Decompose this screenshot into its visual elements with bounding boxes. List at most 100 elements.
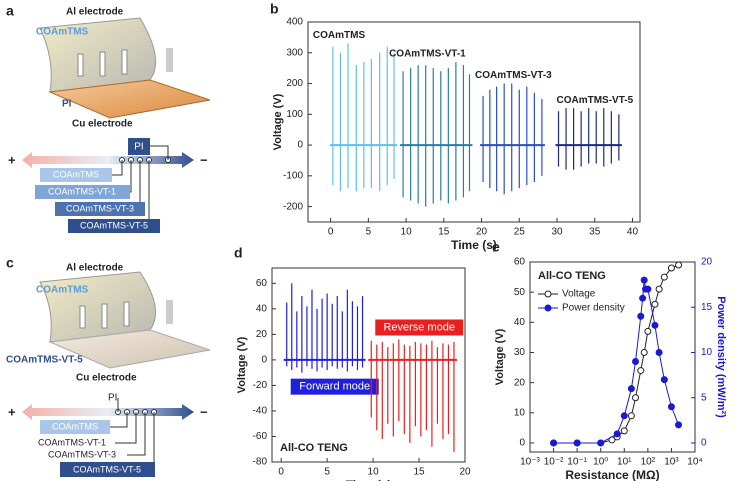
marker (632, 358, 640, 366)
series-line (553, 264, 679, 444)
marker (620, 427, 628, 435)
marker (644, 285, 652, 293)
y-tick-label: -40 (253, 406, 268, 417)
y-tick-label: 30 (514, 347, 526, 358)
x-tick-label: 10 (401, 227, 413, 238)
x-tick-label: 10³ (664, 457, 679, 468)
y-axis-label: Voltage (V) (272, 93, 284, 150)
minus-sign: − (200, 152, 208, 167)
y-tick-label: 0 (297, 140, 303, 151)
y-tick-label: 200 (286, 78, 303, 89)
label-box (60, 462, 155, 477)
electrode-label: Cu electrode (72, 119, 133, 130)
x-tick-label: 40 (627, 227, 639, 238)
x-tick-label: 30 (551, 227, 563, 238)
electrode-label: Al electrode (66, 263, 124, 274)
x-tick-label: 10 (368, 467, 380, 478)
marker (597, 439, 605, 447)
label-box (40, 420, 110, 434)
plus-sign: + (8, 152, 16, 167)
series-label: Forward mode (299, 381, 370, 393)
device-c (39, 271, 211, 369)
x-tick-label: 10¹ (617, 457, 632, 468)
y2-tick-label: 5 (701, 392, 707, 403)
y-axis-label: Voltage (V) (494, 328, 506, 385)
x-axis-label: Time (s) (346, 478, 392, 481)
y-tick-label: 40 (514, 317, 526, 328)
x-tick-label: 0 (328, 227, 334, 238)
legend-marker (544, 290, 552, 298)
marker (627, 412, 635, 420)
triboelectric-arrow (22, 404, 194, 420)
electrode-label: Cu electrode (76, 373, 137, 384)
panel-label: b (270, 1, 279, 17)
x-tick-label: 0 (278, 467, 284, 478)
series-label: COAmTMS-VT-5 (73, 464, 141, 474)
label-box (55, 202, 145, 216)
series-label: COAmTMS-VT-3 (48, 449, 116, 459)
panel-label: a (6, 3, 14, 19)
series-label: COAmTMS-VT-1 (389, 49, 466, 60)
y-tick-label: 10 (514, 407, 526, 418)
marker (667, 264, 675, 272)
y2-tick-label: 0 (701, 438, 707, 449)
marker (655, 285, 663, 293)
marker (651, 321, 659, 329)
x-tick-label: 15 (413, 467, 425, 478)
chart-title: All-CO TENG (280, 442, 348, 454)
y-tick-label: 0 (261, 355, 267, 366)
series-label: COAmTMS-VT-5 (557, 95, 634, 106)
series-label: COAmTMS-VT-1 (48, 186, 116, 196)
marker (660, 376, 668, 384)
marker (640, 348, 648, 356)
x-tick-label: 10⁰ (593, 457, 608, 468)
minus-sign: − (200, 404, 208, 419)
panel-label: c (6, 255, 14, 271)
y-tick-label: 20 (514, 377, 526, 388)
y-tick-label: 40 (256, 303, 268, 314)
legend-label: Voltage (562, 289, 596, 300)
marker (644, 327, 652, 335)
panel-label: d (234, 245, 243, 261)
marker (640, 276, 648, 284)
x-tick-label: 10⁻¹ (567, 457, 587, 468)
legend-marker (544, 304, 552, 312)
marker (660, 273, 668, 281)
y-axis-label: Voltage (V) (236, 336, 248, 393)
x-tick-label: 25 (514, 227, 526, 238)
y2-tick-label: 20 (701, 257, 713, 268)
legend-box (290, 378, 379, 395)
y-tick-label: 20 (256, 329, 268, 340)
plot-frame (529, 261, 696, 453)
series-label: COAmTMS (313, 30, 366, 41)
x-axis-label: Time (s) (451, 238, 497, 252)
series-label: COAmTMS-VT-5 (80, 220, 148, 230)
y-tick-label: -60 (253, 431, 268, 442)
x-tick-label: 10² (641, 457, 656, 468)
marker (620, 412, 628, 420)
marker (655, 348, 663, 356)
marker (651, 300, 659, 308)
y2-tick-label: 10 (701, 347, 713, 358)
layer-label: COAmTMS-VT-5 (6, 355, 83, 366)
x-tick-label: 10⁻² (544, 457, 564, 468)
y-tick-label: 60 (256, 278, 268, 289)
series-label: COAmTMS-VT-3 (66, 203, 134, 213)
x-tick-label: 15 (438, 227, 450, 238)
layer-label: COAmTMS (36, 27, 89, 38)
x-tick-label: 20 (459, 467, 471, 478)
series-label: PI (108, 393, 117, 404)
series-label: Reverse mode (383, 321, 455, 333)
pi-box (128, 138, 150, 155)
y-tick-label: -20 (253, 380, 268, 391)
x-axis-label: Resistance (MΩ) (565, 468, 659, 481)
label-box (35, 185, 130, 199)
marker (613, 430, 621, 438)
series-label: COAmTMS-VT-3 (475, 70, 552, 81)
label-box (68, 219, 160, 233)
panel-label: e (492, 239, 500, 255)
marker (637, 312, 645, 320)
y-tick-label: 400 (286, 17, 303, 28)
series-label: COAmTMS (52, 421, 98, 431)
